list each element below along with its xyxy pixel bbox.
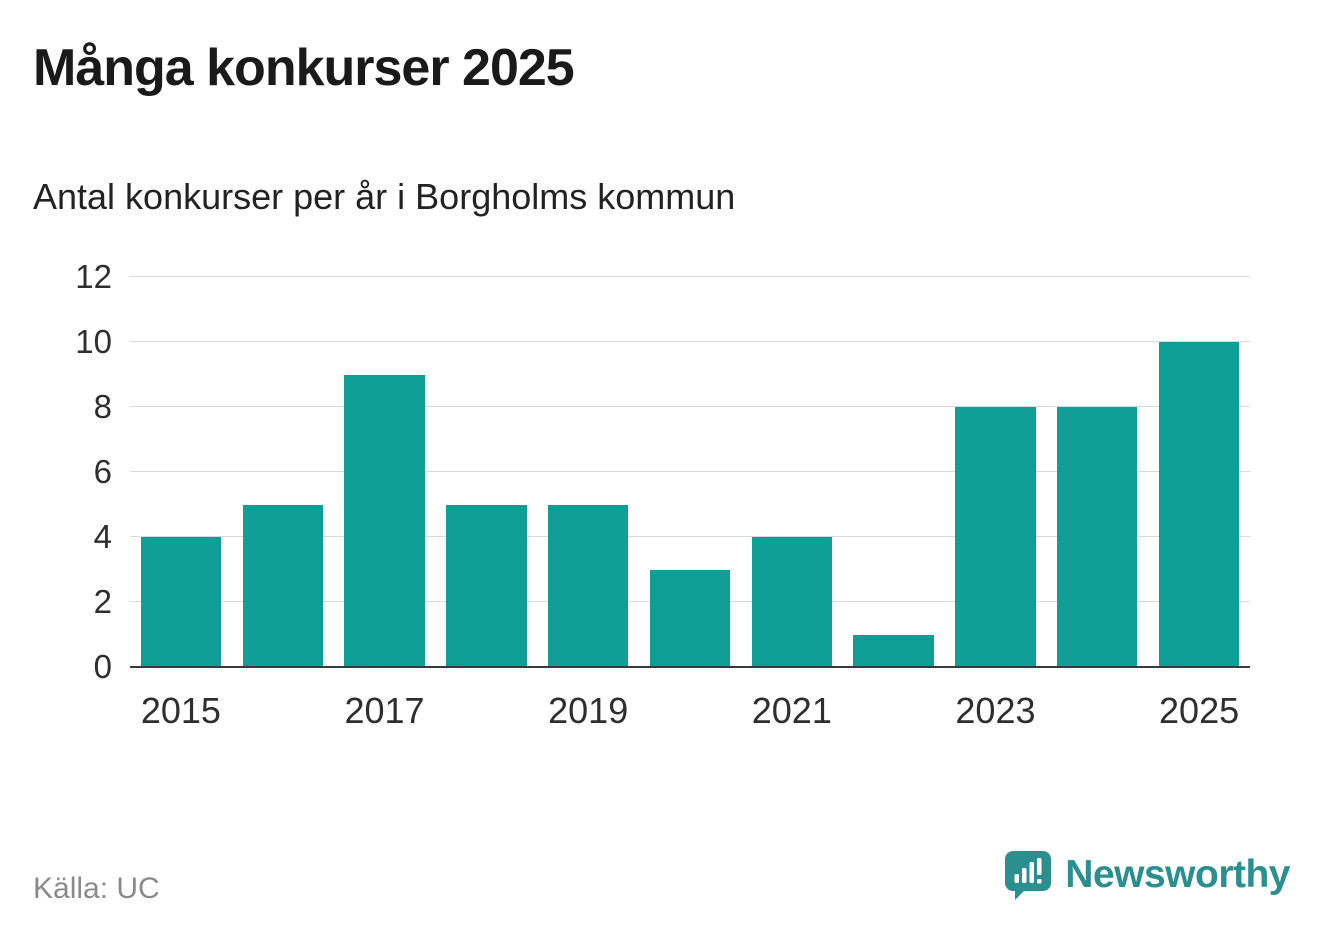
bar-2019 [547, 504, 629, 667]
bar-slot [1148, 277, 1250, 667]
bar-2015 [140, 537, 222, 667]
newsworthy-logo: Newsworthy [1004, 850, 1290, 900]
gridline [130, 536, 1250, 538]
bar-slot [639, 277, 741, 667]
bar-slot [741, 277, 843, 667]
y-tick-label: 2 [93, 583, 112, 621]
newsworthy-logo-text: Newsworthy [1065, 853, 1290, 896]
y-axis: 0 2 4 6 8 10 12 [0, 258, 112, 685]
bar-2020 [649, 569, 731, 667]
bar-slot [1046, 277, 1148, 667]
gridline [130, 406, 1250, 408]
bar-2022 [853, 634, 934, 667]
y-tick-label: 10 [75, 323, 112, 360]
x-tick-label-2019: 2019 [548, 690, 629, 731]
bar-slot [334, 277, 436, 667]
page-title: Många konkurser 2025 [33, 39, 575, 97]
gridline [130, 341, 1250, 342]
bar-2017 [344, 374, 425, 667]
bar-slot [435, 277, 537, 667]
x-axis: 2015 2017 2019 2021 2023 2025 [130, 680, 1250, 740]
gridline [130, 276, 1250, 277]
plot-area [130, 276, 1250, 668]
bar-slot [130, 277, 232, 667]
x-tick-label-2023: 2023 [955, 690, 1036, 731]
source-text: Källa: UC [33, 872, 160, 905]
y-tick-label: 0 [93, 648, 112, 685]
bar-slot [945, 277, 1047, 667]
newsworthy-logo-icon [1005, 851, 1052, 900]
y-tick-label: 6 [93, 453, 112, 490]
chart-subtitle: Antal konkurser per år i Borgholms kommu… [33, 176, 736, 217]
y-tick-label: 12 [75, 258, 112, 295]
bar-2018 [446, 504, 527, 667]
x-tick-label-2021: 2021 [751, 690, 832, 731]
bar-slot [232, 277, 334, 667]
bar-2021 [751, 537, 832, 667]
x-tick-label-2025: 2025 [1159, 690, 1240, 731]
x-tick-label-2015: 2015 [140, 690, 221, 731]
bars-container [130, 277, 1250, 667]
gridline [130, 471, 1250, 472]
bar-2025 [1158, 342, 1240, 667]
bar-slot [537, 277, 639, 667]
bar-2016 [242, 504, 323, 667]
bar-slot [843, 277, 945, 667]
x-tick-label-2017: 2017 [344, 690, 425, 731]
y-tick-label: 8 [93, 388, 112, 426]
y-tick-label: 4 [93, 518, 112, 556]
bar-2023 [955, 407, 1036, 667]
x-axis-line [130, 666, 1250, 668]
bar-2024 [1057, 407, 1138, 667]
